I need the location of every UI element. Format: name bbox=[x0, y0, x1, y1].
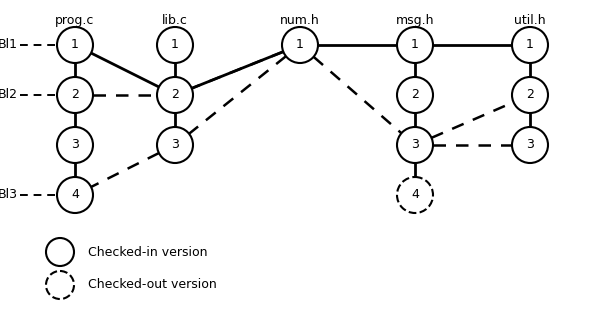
Text: num.h: num.h bbox=[280, 14, 320, 27]
Text: Bl3: Bl3 bbox=[0, 189, 18, 202]
Text: 1: 1 bbox=[71, 39, 79, 52]
Text: util.h: util.h bbox=[514, 14, 546, 27]
Circle shape bbox=[57, 77, 93, 113]
Text: 1: 1 bbox=[171, 39, 179, 52]
Circle shape bbox=[57, 177, 93, 213]
Text: Checked-out version: Checked-out version bbox=[88, 279, 217, 292]
Text: 3: 3 bbox=[171, 138, 179, 152]
Circle shape bbox=[397, 127, 433, 163]
Text: 2: 2 bbox=[526, 88, 534, 101]
Circle shape bbox=[397, 77, 433, 113]
Text: 3: 3 bbox=[526, 138, 534, 152]
Text: 4: 4 bbox=[411, 189, 419, 202]
Text: 1: 1 bbox=[411, 39, 419, 52]
Text: prog.c: prog.c bbox=[55, 14, 95, 27]
Text: 4: 4 bbox=[71, 189, 79, 202]
Circle shape bbox=[282, 27, 318, 63]
Text: 3: 3 bbox=[71, 138, 79, 152]
Text: lib.c: lib.c bbox=[162, 14, 188, 27]
Circle shape bbox=[57, 27, 93, 63]
Circle shape bbox=[512, 27, 548, 63]
Text: 2: 2 bbox=[71, 88, 79, 101]
Text: Bl2: Bl2 bbox=[0, 88, 18, 101]
Text: 2: 2 bbox=[411, 88, 419, 101]
Text: 3: 3 bbox=[411, 138, 419, 152]
Circle shape bbox=[46, 238, 74, 266]
Text: 1: 1 bbox=[526, 39, 534, 52]
Text: msg.h: msg.h bbox=[396, 14, 434, 27]
Text: 1: 1 bbox=[296, 39, 304, 52]
Circle shape bbox=[397, 27, 433, 63]
Text: Bl1: Bl1 bbox=[0, 39, 18, 52]
Circle shape bbox=[157, 77, 193, 113]
Circle shape bbox=[512, 127, 548, 163]
Circle shape bbox=[157, 27, 193, 63]
Text: Checked-in version: Checked-in version bbox=[88, 246, 208, 259]
Text: 2: 2 bbox=[171, 88, 179, 101]
Circle shape bbox=[157, 127, 193, 163]
Circle shape bbox=[512, 77, 548, 113]
Circle shape bbox=[397, 177, 433, 213]
Circle shape bbox=[46, 271, 74, 299]
Circle shape bbox=[57, 127, 93, 163]
